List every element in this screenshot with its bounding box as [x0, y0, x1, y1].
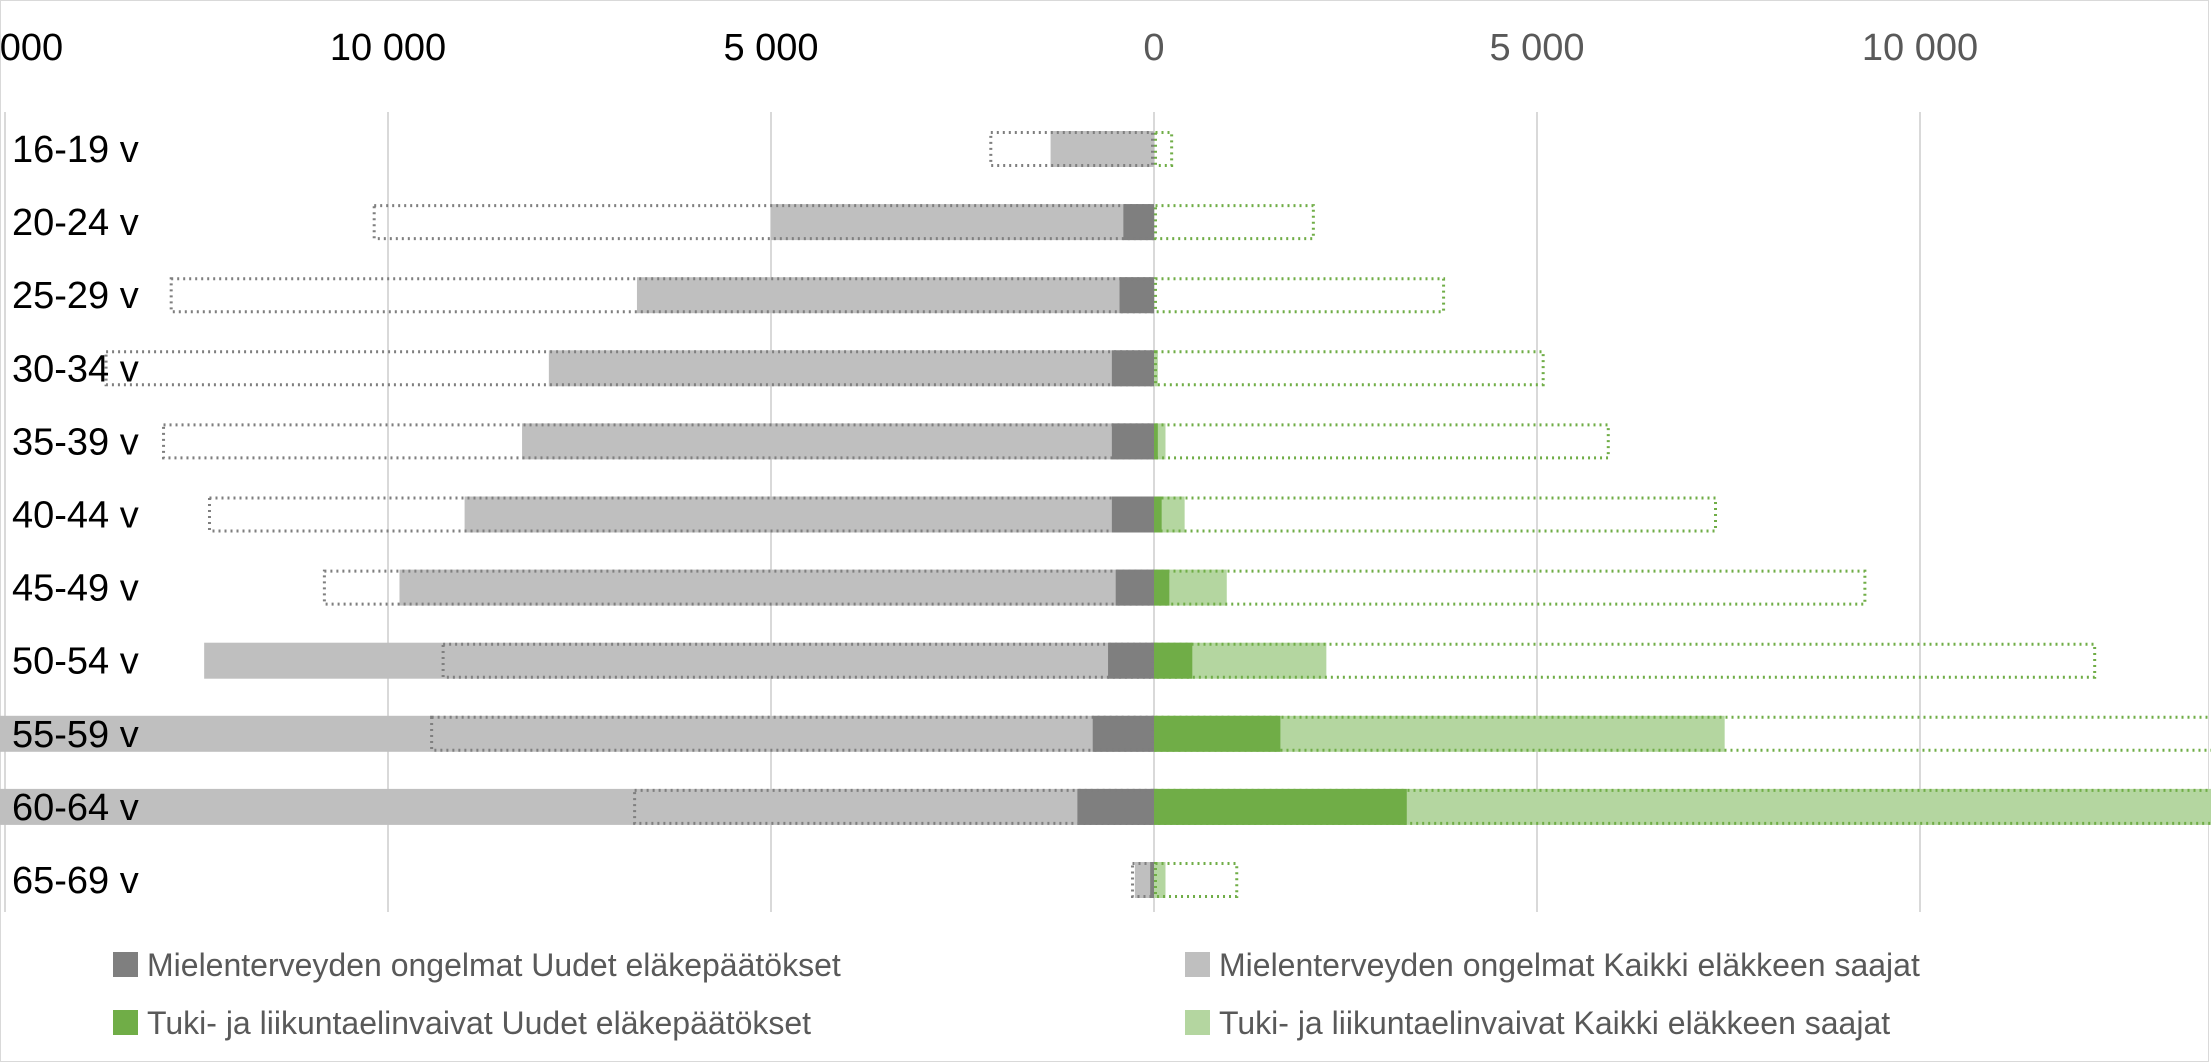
bar	[1092, 715, 1154, 752]
bar	[1134, 862, 1154, 898]
bar	[1111, 423, 1154, 460]
bar-outline	[1154, 131, 1174, 167]
bar	[464, 496, 1155, 533]
bar	[1108, 642, 1154, 679]
category-label: 65-69 v	[12, 860, 139, 902]
legend-label: Tuki- ja liikuntaelinvaivat Kaikki eläkk…	[1219, 1005, 1890, 1041]
bar-outline	[1154, 642, 2097, 679]
bar-outline	[1154, 496, 1718, 533]
category-label: 20-24 v	[12, 202, 139, 244]
gridlines	[4, 112, 1921, 912]
bar	[204, 642, 1154, 679]
legend-swatch	[1185, 952, 1210, 977]
category-label: 45-49 v	[12, 568, 139, 610]
bar-outline	[1154, 862, 1239, 898]
bar-outline	[1154, 350, 1545, 387]
bar	[1154, 715, 1281, 752]
legend: Mielenterveyden ongelmat Uudet eläkepäät…	[113, 947, 1920, 1041]
bar-outline	[104, 350, 1155, 387]
x-tick-label: 10 000	[330, 27, 446, 69]
category-label: 60-64 v	[12, 787, 139, 829]
bar	[522, 423, 1154, 460]
bar	[399, 569, 1154, 606]
category-label: 50-54 v	[12, 641, 139, 683]
bar	[0, 715, 1155, 752]
bar	[1154, 496, 1162, 533]
bar	[0, 788, 1154, 825]
bar-outline	[1154, 204, 1315, 241]
bar	[1154, 642, 1193, 679]
bar	[1154, 569, 1170, 606]
bar-outline	[1154, 277, 1446, 314]
bar	[636, 277, 1154, 314]
legend-label: Tuki- ja liikuntaelinvaivat Uudet eläkep…	[147, 1005, 811, 1041]
bar-outline	[441, 642, 1154, 679]
legend-swatch	[113, 1010, 138, 1035]
x-tick-label: 5 000	[723, 27, 818, 69]
bar	[1154, 350, 1158, 387]
bar-outline	[989, 131, 1154, 167]
legend-label: Mielenterveyden ongelmat Uudet eläkepäät…	[147, 947, 841, 983]
bar	[1111, 350, 1154, 387]
bar	[548, 350, 1154, 387]
category-label: 25-29 v	[12, 275, 139, 317]
legend-swatch	[1185, 1010, 1210, 1035]
bar-outline	[430, 715, 1154, 752]
bar	[1115, 569, 1154, 606]
category-labels: 16-19 v 20-24 v 25-29 v 30-34 v 35-39 v 40-44…	[12, 129, 139, 902]
category-label: 30-34 v	[12, 348, 139, 390]
bar	[771, 204, 1154, 241]
bar	[1050, 131, 1154, 167]
bar	[1154, 423, 1166, 460]
category-label: 35-39 v	[12, 421, 139, 463]
bar	[1111, 496, 1154, 533]
x-tick-label: 10 000	[1862, 27, 1978, 69]
bar	[1154, 788, 1407, 825]
x-tick-label: 0	[1143, 27, 1164, 69]
x-tick-label: 15 000	[0, 27, 63, 69]
bar-outline	[1154, 569, 1867, 606]
legend-label: Mielenterveyden ongelmat Kaikki eläkkeen…	[1219, 947, 1920, 983]
category-label: 55-59 v	[12, 714, 139, 756]
bar-outline	[633, 788, 1154, 825]
bar-outline	[1131, 862, 1155, 898]
bar	[1123, 204, 1154, 241]
category-label: 16-19 v	[12, 129, 139, 171]
bar-outline	[1154, 423, 1610, 460]
bar-outline	[372, 204, 1154, 241]
bar-outline	[322, 569, 1154, 606]
bars	[0, 131, 2211, 898]
bar-outline	[207, 496, 1155, 533]
bar	[1154, 862, 1166, 898]
bar-outline	[169, 277, 1154, 314]
x-tick-label: 5 000	[1489, 27, 1584, 69]
bar	[1077, 788, 1154, 825]
legend-swatch	[113, 952, 138, 977]
bar	[1119, 277, 1154, 314]
category-label: 40-44 v	[12, 495, 139, 537]
